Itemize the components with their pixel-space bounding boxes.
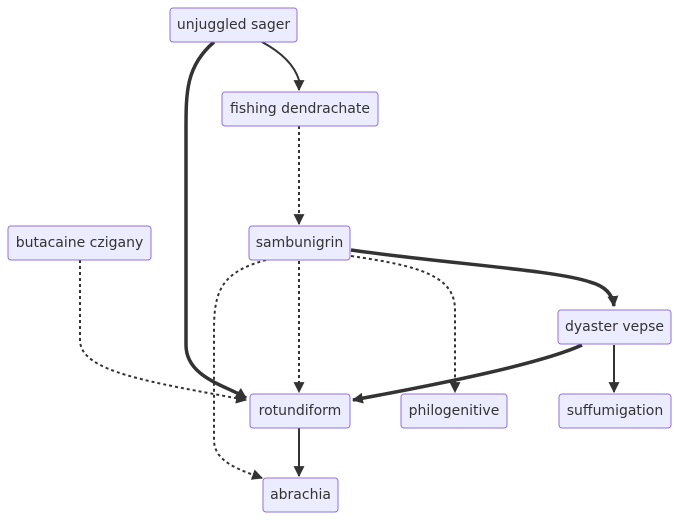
node-butacaine-czigany[interactable]: butacaine czigany [7,225,152,261]
node-abrachia[interactable]: abrachia [262,477,339,513]
nodes-layer: unjuggled sager fishing dendrachate buta… [7,7,672,513]
node-rotundiform[interactable]: rotundiform [249,393,351,429]
node-label: rotundiform [259,403,342,419]
node-sambunigrin[interactable]: sambunigrin [248,225,351,261]
edge-sambunigrin-to-abrachia [213,259,267,480]
edge-sambunigrin-to-philogenitive [350,255,461,394]
edge-butacaine-czigany-to-rotundiform [79,260,248,404]
edges-layer [79,40,620,480]
node-label: philogenitive [409,403,500,419]
node-dyaster-vepse[interactable]: dyaster vepse [557,309,672,345]
node-label: sambunigrin [256,235,343,251]
edge-unjuggled-sager-to-rotundiform [184,40,247,400]
node-label: fishing dendrachate [230,101,370,117]
edge-dyaster-vepse-to-rotundiform [351,343,583,404]
node-philogenitive[interactable]: philogenitive [400,393,508,429]
node-suffumigation[interactable]: suffumigation [558,393,672,429]
node-label: dyaster vepse [565,319,664,335]
node-unjuggled-sager[interactable]: unjuggled sager [169,7,298,43]
node-label: unjuggled sager [177,17,290,33]
edge-unjuggled-sager-to-fishing-dendrachate [261,41,305,92]
node-label: abrachia [270,487,331,503]
node-label: butacaine czigany [16,235,144,251]
node-label: suffumigation [567,403,664,419]
edge-sambunigrin-to-dyaster-vepse [350,248,619,308]
node-fishing-dendrachate[interactable]: fishing dendrachate [221,91,379,127]
